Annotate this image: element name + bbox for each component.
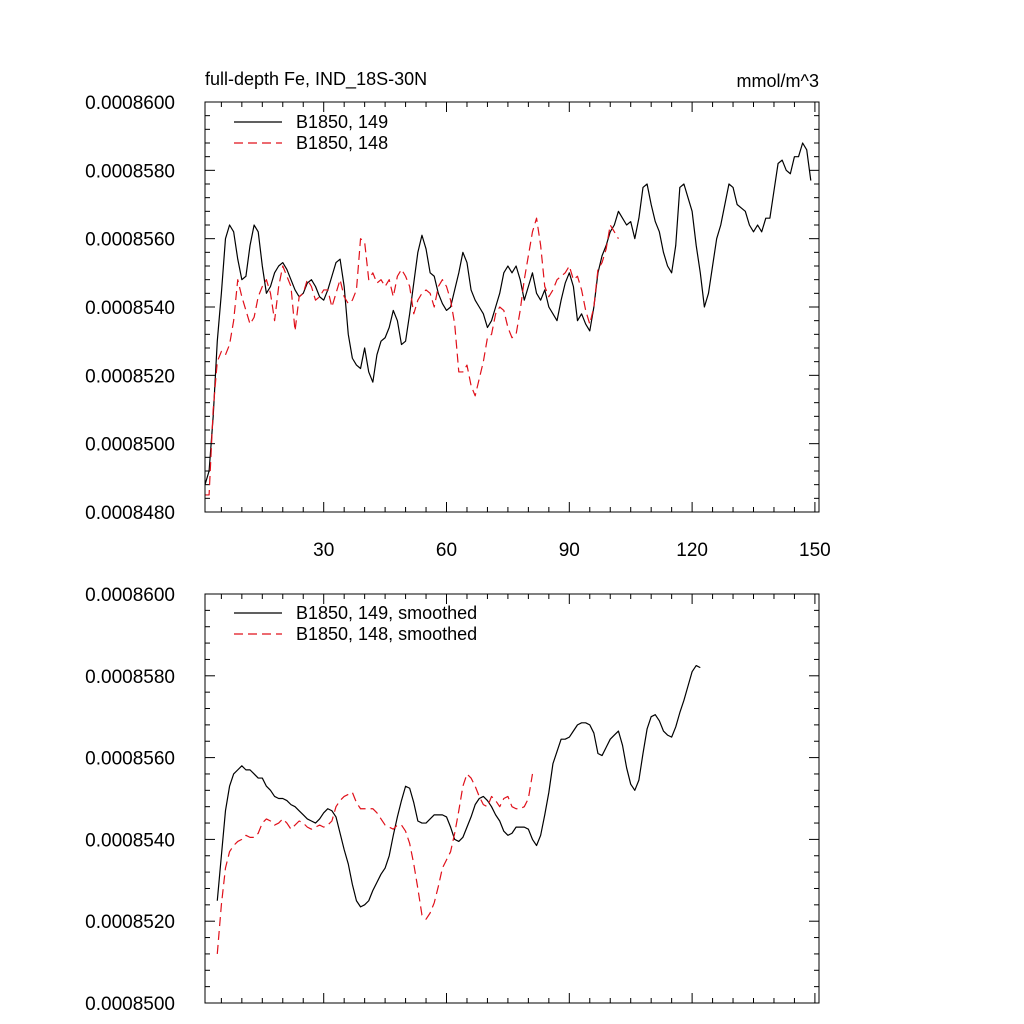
series-line-149 (204, 142, 812, 485)
y-tick-label: 0.0008600 (85, 585, 175, 606)
x-tick-label: 60 (436, 540, 457, 561)
legend-label: B1850, 148, smoothed (296, 624, 477, 644)
x-tick-label: 120 (676, 540, 708, 561)
x-tick-label: 150 (799, 540, 831, 561)
bottom-ticks: 0.0008500 0.0008520 0.0008540 0.0008560 0.00… (85, 585, 819, 1015)
bottom-chart-panel: 0.0008500 0.0008520 0.0008540 0.0008560 0.00… (85, 585, 820, 1015)
y-tick-label: 0.0008580 (85, 161, 175, 182)
series-line-148 (205, 217, 619, 496)
top-series-layer (204, 142, 812, 496)
legend-label: B1850, 148 (296, 133, 388, 153)
top-title-right: mmol/m^3 (737, 71, 819, 91)
y-tick-label: 0.0008560 (85, 230, 175, 251)
bottom-plot-frame (204, 593, 820, 1004)
y-tick-label: 0.0008600 (85, 93, 175, 114)
y-tick-label: 0.0008520 (85, 912, 175, 933)
series-line-148 (216, 773, 534, 954)
x-tick-label: 90 (559, 540, 580, 561)
y-tick-label: 0.0008540 (85, 298, 175, 319)
y-tick-label: 0.0008520 (85, 366, 175, 387)
legend-label: B1850, 149 (296, 112, 388, 132)
x-tick-label: 30 (313, 540, 334, 561)
top-chart-panel: 30 60 90 120 150 0.0008480 0.0008500 0.0008520 0… (85, 69, 831, 561)
y-tick-label: 0.0008580 (85, 667, 175, 688)
bottom-series-layer (216, 664, 701, 954)
y-tick-label: 0.0008480 (85, 503, 175, 524)
y-tick-label: 0.0008540 (85, 830, 175, 851)
y-tick-label: 0.0008500 (85, 435, 175, 456)
legend-label: B1850, 149, smoothed (296, 603, 477, 623)
top-title-left: full-depth Fe, IND_18S-30N (205, 69, 427, 90)
top-plot-frame (204, 101, 820, 513)
top-ticks: 30 60 90 120 150 0.0008480 0.0008500 0.0008520 0… (85, 93, 831, 561)
y-tick-label: 0.0008560 (85, 749, 175, 770)
y-tick-label: 0.0008500 (85, 994, 175, 1015)
series-line-149 (216, 664, 701, 908)
